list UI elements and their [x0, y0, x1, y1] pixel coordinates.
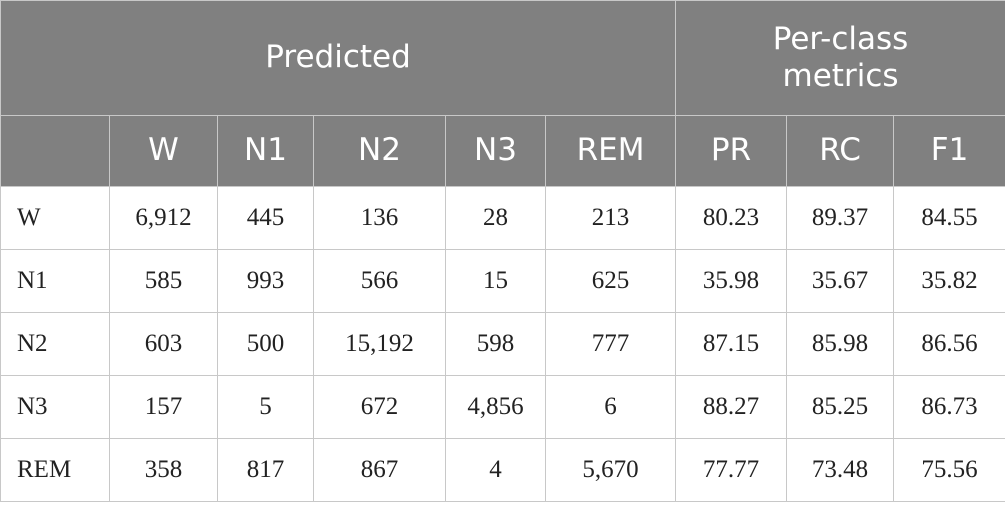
column-header: N1	[217, 115, 314, 187]
row-label: W	[0, 186, 110, 250]
table-body: W 6,912 445 136 28 213 80.23 89.37 84.55 N1 585 993…	[0, 186, 1005, 502]
cell: 75.56	[893, 438, 1005, 502]
cell: 445	[217, 186, 314, 250]
cell: 86.56	[893, 312, 1005, 376]
cell: 35.67	[786, 249, 895, 313]
cell: 4	[445, 438, 546, 502]
cell: 35.98	[675, 249, 788, 313]
column-header-row: W N1 N2 N3 REM PR RC F1	[0, 115, 1005, 187]
column-header: RC	[786, 115, 895, 187]
cell: 28	[445, 186, 546, 250]
row-label: N2	[0, 312, 110, 376]
cell: 817	[217, 438, 314, 502]
cell: 625	[544, 249, 677, 313]
cell: 566	[313, 249, 446, 313]
cell: 4,856	[445, 375, 546, 439]
cell: 6	[544, 375, 677, 439]
column-header: W	[109, 115, 218, 187]
cell: 136	[313, 186, 446, 250]
row-label: N3	[0, 375, 110, 439]
cell: 500	[217, 312, 314, 376]
cell: 6,912	[109, 186, 218, 250]
cell: 84.55	[893, 186, 1005, 250]
cell: 5,670	[544, 438, 677, 502]
cell: 867	[313, 438, 446, 502]
cell: 77.77	[675, 438, 788, 502]
column-header: REM	[544, 115, 677, 187]
cell: 585	[109, 249, 218, 313]
column-header: F1	[893, 115, 1005, 187]
cell: 15,192	[313, 312, 446, 376]
row-label: REM	[0, 438, 110, 502]
cell: 86.73	[893, 375, 1005, 439]
column-header: N2	[313, 115, 446, 187]
cell: 87.15	[675, 312, 788, 376]
cell: 89.37	[786, 186, 895, 250]
column-header: N3	[445, 115, 546, 187]
cell: 35.82	[893, 249, 1005, 313]
table-row: REM 358 817 867 4 5,670 77.77 73.48 75.56	[0, 438, 1005, 502]
table-row: W 6,912 445 136 28 213 80.23 89.37 84.55	[0, 186, 1005, 250]
table-row: N2 603 500 15,192 598 777 87.15 85.98 86.56	[0, 312, 1005, 376]
group-header: Per-class metrics	[675, 0, 1005, 116]
cell: 15	[445, 249, 546, 313]
cell: 73.48	[786, 438, 895, 502]
cell: 598	[445, 312, 546, 376]
cell: 358	[109, 438, 218, 502]
table-row: N1 585 993 566 15 625 35.98 35.67 35.82	[0, 249, 1005, 313]
cell: 157	[109, 375, 218, 439]
cell: 85.25	[786, 375, 895, 439]
cell: 85.98	[786, 312, 895, 376]
cell: 213	[544, 186, 677, 250]
column-header: PR	[675, 115, 788, 187]
cell: 672	[313, 375, 446, 439]
cell: 603	[109, 312, 218, 376]
row-label: N1	[0, 249, 110, 313]
cell: 5	[217, 375, 314, 439]
group-header-row: Predicted Per-class metrics	[0, 0, 1005, 116]
table-row: N3 157 5 672 4,856 6 88.27 85.25 86.73	[0, 375, 1005, 439]
cell: 993	[217, 249, 314, 313]
cell: 80.23	[675, 186, 788, 250]
cell: 88.27	[675, 375, 788, 439]
cell: 777	[544, 312, 677, 376]
group-header: Predicted	[0, 0, 677, 116]
corner-cell	[0, 115, 110, 187]
